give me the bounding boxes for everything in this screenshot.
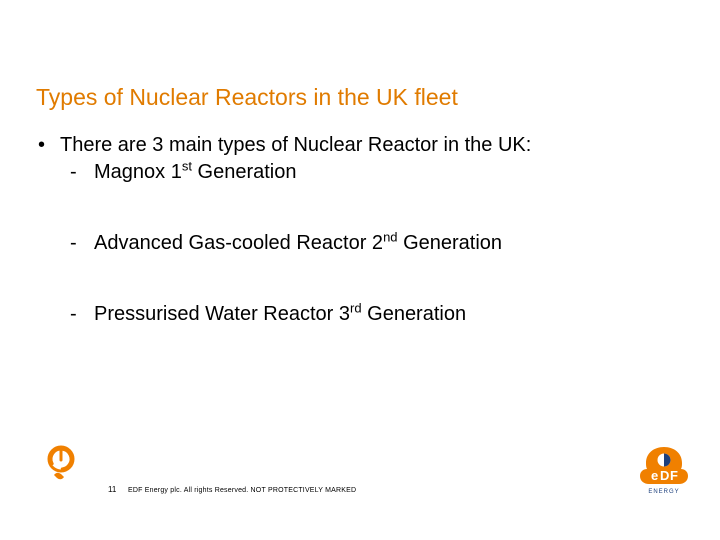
- svg-text:D: D: [660, 468, 669, 483]
- edf-logo: e D F ENERGY: [636, 445, 692, 500]
- sub-bullet-text: Advanced Gas-cooled Reactor 2nd Generati…: [94, 230, 502, 257]
- sub-bullet-item: - Advanced Gas-cooled Reactor 2nd Genera…: [36, 230, 680, 257]
- sub-bullet-text: Pressurised Water Reactor 3rd Generation: [94, 301, 466, 328]
- sub-text-pre: Magnox 1: [94, 161, 182, 183]
- dash-marker: -: [70, 159, 94, 186]
- svg-text:ENERGY: ENERGY: [648, 489, 679, 495]
- svg-text:F: F: [670, 468, 678, 483]
- dash-marker: -: [70, 230, 94, 257]
- sub-bullet-item: - Magnox 1st Generation: [36, 159, 680, 186]
- sub-text-post: Generation: [192, 161, 297, 183]
- bullet-text: There are 3 main types of Nuclear Reacto…: [60, 132, 680, 159]
- footer-copyright: EDF Energy plc. All rights Reserved. NOT…: [128, 487, 356, 494]
- sub-text-sup: rd: [350, 300, 362, 315]
- dash-marker: -: [70, 301, 94, 328]
- sub-text-pre: Advanced Gas-cooled Reactor 2: [94, 232, 383, 254]
- slide-body: • There are 3 main types of Nuclear Reac…: [36, 132, 680, 328]
- bullet-item: • There are 3 main types of Nuclear Reac…: [36, 132, 680, 159]
- slide-title: Types of Nuclear Reactors in the UK flee…: [36, 84, 458, 111]
- sub-bullet-item: - Pressurised Water Reactor 3rd Generati…: [36, 301, 680, 328]
- bullet-marker: •: [36, 132, 60, 159]
- page-number: 11: [108, 485, 116, 494]
- sub-text-sup: st: [182, 158, 192, 173]
- sub-text-pre: Pressurised Water Reactor 3: [94, 303, 350, 325]
- power-icon: [44, 445, 78, 490]
- sub-bullet-text: Magnox 1st Generation: [94, 159, 296, 186]
- sub-text-sup: nd: [383, 229, 397, 244]
- sub-text-post: Generation: [398, 232, 503, 254]
- sub-text-post: Generation: [362, 303, 467, 325]
- svg-text:e: e: [651, 468, 658, 483]
- slide: Types of Nuclear Reactors in the UK flee…: [0, 0, 720, 540]
